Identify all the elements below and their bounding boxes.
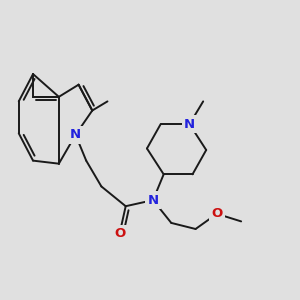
Text: N: N <box>70 128 81 141</box>
Text: O: O <box>114 227 125 240</box>
Text: N: N <box>148 194 159 207</box>
Text: O: O <box>211 207 223 220</box>
Text: N: N <box>184 118 195 131</box>
